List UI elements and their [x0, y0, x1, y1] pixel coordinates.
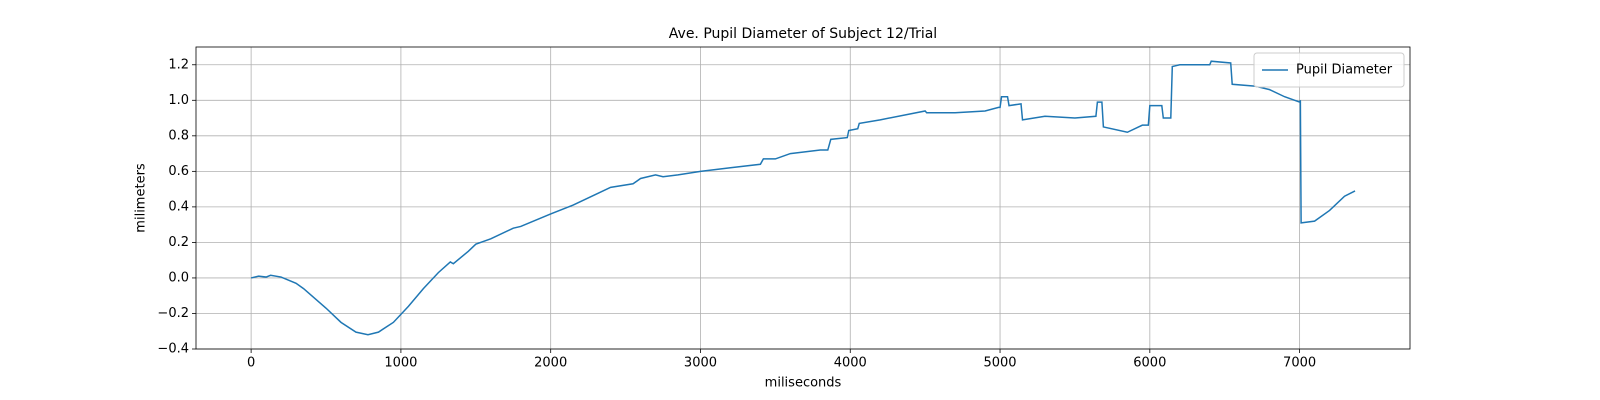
- y-tick-label: 0.8: [168, 128, 189, 143]
- y-tick-label: 1.0: [168, 93, 189, 108]
- data-line: [250, 60, 1356, 336]
- y-tick-label: 0.6: [168, 164, 189, 179]
- y-tick-label: −0.2: [157, 306, 189, 321]
- x-tick-label: 7000: [1283, 356, 1316, 371]
- y-tick-label: 1.2: [168, 57, 189, 72]
- x-tick-label: 6000: [1133, 356, 1166, 371]
- y-tick-label: 0.2: [168, 235, 189, 250]
- plot-frame: [195, 46, 1411, 350]
- y-tick-label: 0.0: [168, 270, 189, 285]
- x-tick-label: 1000: [384, 356, 417, 371]
- x-tick-label: 0: [247, 356, 255, 371]
- legend-box: [1253, 52, 1405, 88]
- y-tick-label: 0.4: [168, 199, 189, 214]
- y-axis-label: milimeters: [134, 163, 149, 233]
- x-axis-label: miliseconds: [765, 376, 842, 391]
- legend-label: Pupil Diameter: [1296, 63, 1393, 78]
- chart-title: Ave. Pupil Diameter of Subject 12/Trial: [669, 26, 937, 42]
- x-tick-label: 5000: [983, 356, 1016, 371]
- x-tick-label: 4000: [834, 356, 867, 371]
- x-tick-label: 3000: [684, 356, 717, 371]
- y-tick-label: −0.4: [157, 342, 189, 357]
- x-tick-label: 2000: [534, 356, 567, 371]
